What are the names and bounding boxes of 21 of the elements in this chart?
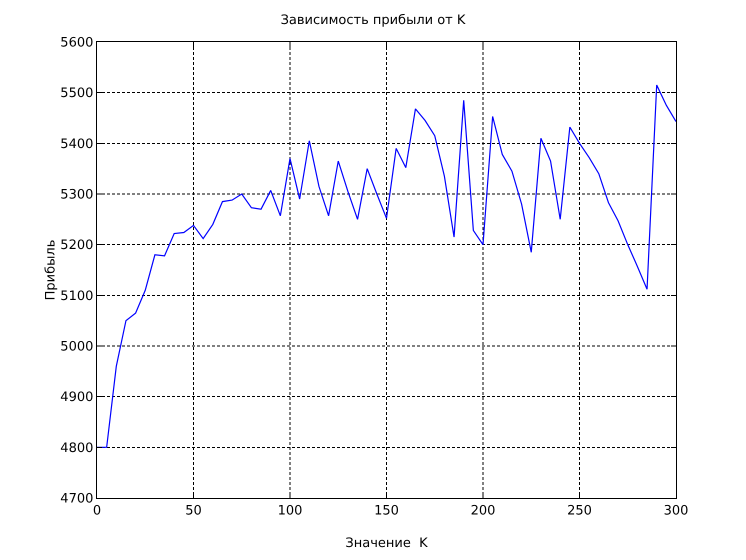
y-tick-label: 5000 <box>60 340 94 355</box>
y-tick-label: 4700 <box>60 492 94 507</box>
x-tick-label: 150 <box>374 504 399 519</box>
x-tick-label: 200 <box>470 504 496 519</box>
y-tick-label: 5100 <box>60 288 94 304</box>
y-axis-title: Прибыль <box>43 240 58 300</box>
x-tick-label: 0 <box>92 504 102 519</box>
y-tick-label: 5600 <box>60 36 94 51</box>
y-tick-label: 5200 <box>60 238 94 254</box>
x-tick-label: 300 <box>664 504 688 519</box>
y-tick-label: 4800 <box>60 440 94 456</box>
x-axis-title: Значение K <box>345 536 428 551</box>
y-tick-label: 5500 <box>60 86 94 102</box>
line-series <box>97 84 676 448</box>
x-tick-label: 50 <box>185 504 202 519</box>
chart-title: Зависимость прибыли от K <box>280 13 466 28</box>
x-tick-label: 250 <box>567 504 592 519</box>
y-tick-label: 4900 <box>60 390 94 406</box>
y-tick-label: 5400 <box>60 136 94 152</box>
y-tick-label: 5300 <box>60 188 94 203</box>
x-tick-label: 100 <box>278 504 302 519</box>
